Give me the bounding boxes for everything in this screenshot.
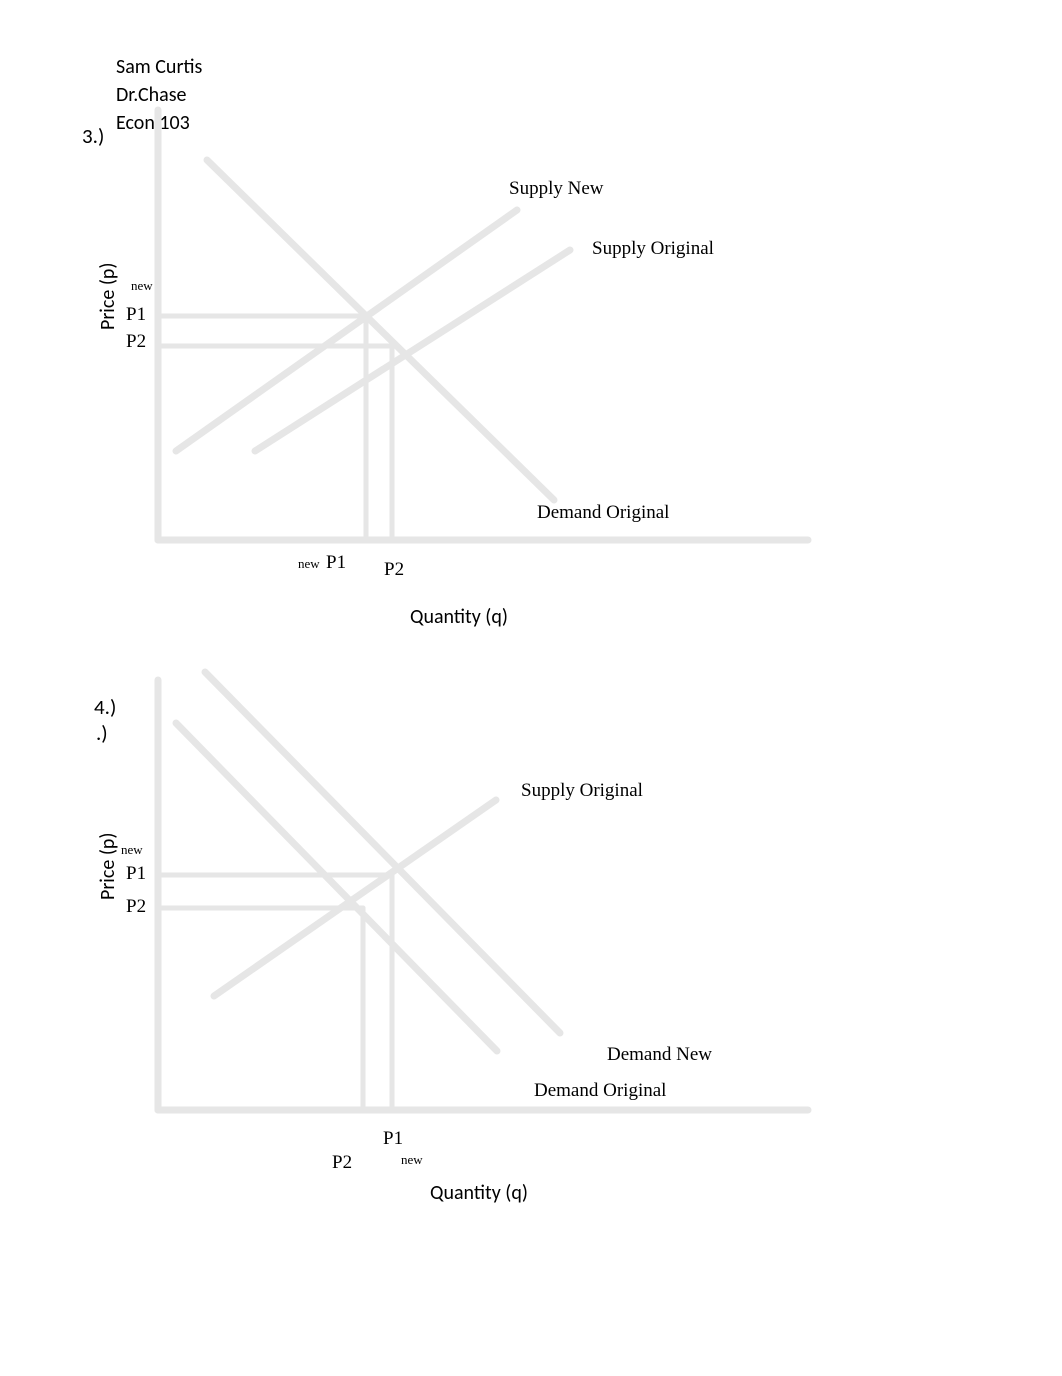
chart2-demand-new bbox=[205, 672, 560, 1033]
chart-svg bbox=[0, 0, 1062, 1376]
page: Sam Curtis Dr.Chase Econ 103 3.) Price (… bbox=[0, 0, 1062, 1376]
chart2-demand-original bbox=[176, 723, 497, 1051]
